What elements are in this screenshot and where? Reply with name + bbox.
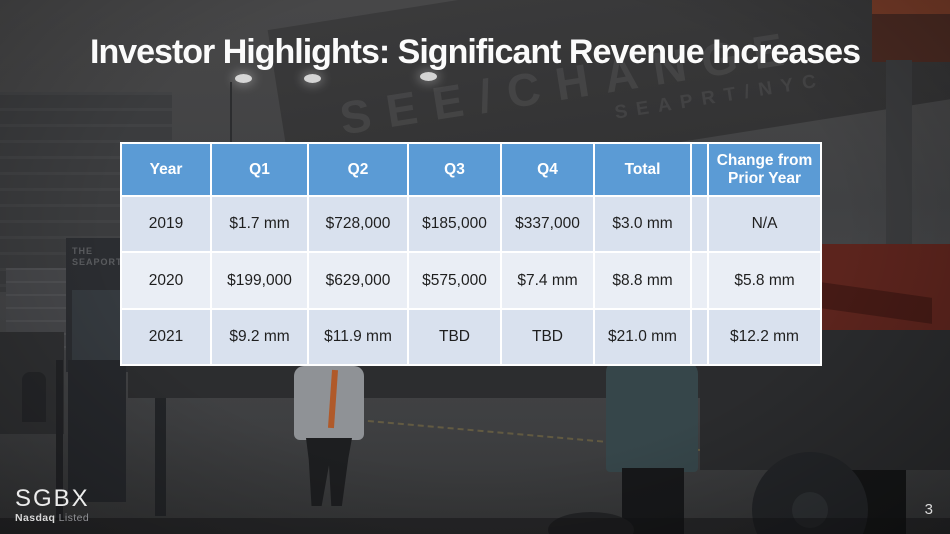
table-spacer-cell — [692, 309, 707, 364]
table-cell: N/A — [709, 197, 820, 252]
header-cell: Year — [122, 144, 210, 195]
table-cell: $185,000 — [409, 197, 500, 252]
street-lamp-icon — [235, 74, 252, 83]
lamp-pole — [230, 82, 232, 144]
table-spacer-cell — [692, 197, 707, 252]
street-lamp-icon — [304, 74, 321, 83]
table-cell: $629,000 — [309, 253, 407, 308]
lift-mast — [886, 60, 912, 260]
table-cell: $21.0 mm — [595, 309, 690, 364]
tire-hub — [792, 492, 828, 528]
table-spacer-cell — [692, 253, 707, 308]
table-cell: $8.8 mm — [595, 253, 690, 308]
logo-ticker: SGBX — [15, 485, 90, 512]
revenue-table: Year Q1 Q2 Q3 Q4 Total Change from Prior Year 2… — [120, 142, 822, 366]
kiosk-pole — [155, 360, 166, 516]
table-cell: 2021 — [122, 309, 210, 364]
header-cell: Q4 — [502, 144, 593, 195]
table-cell: 2020 — [122, 253, 210, 308]
header-spacer-cell — [692, 144, 707, 195]
header-cell: Q2 — [309, 144, 407, 195]
header-cell: Change from Prior Year — [709, 144, 820, 195]
table-cell: 2019 — [122, 197, 210, 252]
logo-subtitle: Nasdaq Listed — [15, 512, 90, 524]
logo-exchange: Nasdaq — [15, 512, 56, 524]
sgbx-logo: SGBX Nasdaq Listed — [15, 485, 90, 525]
table-cell: TBD — [502, 309, 593, 364]
kiosk-poster — [72, 290, 122, 360]
ground-object — [548, 512, 634, 534]
kiosk-pole — [56, 360, 63, 520]
table-cell: $575,000 — [409, 253, 500, 308]
table-cell: $11.9 mm — [309, 309, 407, 364]
table-cell: $3.0 mm — [595, 197, 690, 252]
pedestrian-teal-shirt — [606, 360, 698, 472]
kiosk-base — [68, 360, 126, 502]
seaport-kiosk-sign: THE SEAPORT — [66, 238, 130, 372]
logo-listed: Listed — [58, 512, 90, 524]
table-cell: $337,000 — [502, 197, 593, 252]
table-cell: $199,000 — [212, 253, 307, 308]
table-cell: $1.7 mm — [212, 197, 307, 252]
street-lamp-icon — [420, 72, 437, 81]
table-cell: $12.2 mm — [709, 309, 820, 364]
table-cell: TBD — [409, 309, 500, 364]
page-number: 3 — [924, 501, 933, 518]
table-cell: $9.2 mm — [212, 309, 307, 364]
header-cell: Q3 — [409, 144, 500, 195]
ground-shadow — [0, 518, 950, 534]
header-cell: Q1 — [212, 144, 307, 195]
machinery-silhouette — [872, 0, 950, 62]
slide-title: Investor Highlights: Significant Revenue… — [90, 33, 861, 71]
kiosk-sign-text: THE SEAPORT — [72, 246, 124, 269]
table-cell: $5.8 mm — [709, 253, 820, 308]
table-cell: $7.4 mm — [502, 253, 593, 308]
table-cell: $728,000 — [309, 197, 407, 252]
pedestrian-legs — [622, 468, 684, 534]
pedestrian-silhouette — [22, 372, 46, 422]
header-cell: Total — [595, 144, 690, 195]
